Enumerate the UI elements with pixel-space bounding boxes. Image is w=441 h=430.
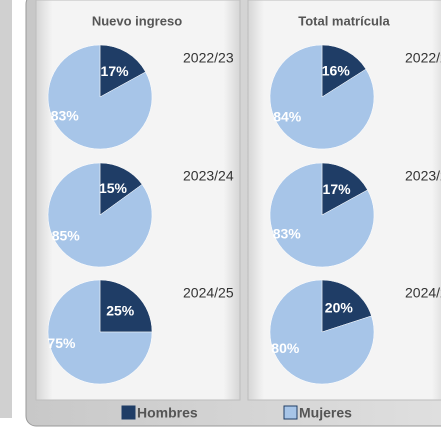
data-label: 15%	[99, 180, 128, 196]
pie-slice	[321, 162, 368, 216]
data-label: 25%	[106, 302, 135, 318]
pie-title: 2024/25	[405, 285, 441, 301]
pie-slice	[269, 162, 375, 268]
legend: Hombres Mujeres	[121, 405, 352, 421]
pie-slice	[269, 44, 375, 150]
legend-swatch	[121, 405, 136, 420]
data-label: 75%	[47, 335, 76, 351]
pie-slice	[99, 44, 146, 98]
data-label: 20%	[325, 300, 354, 316]
pie-title: 2023/24	[183, 168, 234, 184]
data-label: 16%	[322, 63, 351, 79]
data-label: 17%	[323, 181, 352, 197]
legend-swatch	[283, 405, 298, 420]
legend-label: Hombres	[137, 405, 198, 421]
legend-label: Mujeres	[299, 405, 352, 421]
panel-title: Total matrícula	[298, 13, 390, 28]
pie-slice	[269, 279, 375, 385]
pie-slice	[99, 279, 153, 333]
data-label: 17%	[101, 63, 130, 79]
pie-title: 2022/23	[183, 50, 234, 66]
left-edge	[0, 0, 12, 418]
pie-slice	[321, 279, 372, 333]
data-label: 84%	[273, 109, 302, 125]
pie-slice	[99, 162, 143, 216]
pie-slice	[47, 279, 153, 385]
pie-title: 2022/23	[405, 50, 441, 66]
pie-slice	[47, 44, 153, 150]
data-label: 83%	[273, 226, 302, 242]
panel-title: Nuevo ingreso	[92, 13, 182, 28]
pie-title: 2024/25	[183, 285, 234, 301]
data-label: 85%	[52, 227, 81, 243]
pie-slice	[321, 44, 367, 98]
data-label: 83%	[51, 108, 80, 124]
pie-title: 2023/24	[405, 168, 441, 184]
data-label: 80%	[271, 340, 300, 356]
pie-slice	[47, 162, 153, 268]
